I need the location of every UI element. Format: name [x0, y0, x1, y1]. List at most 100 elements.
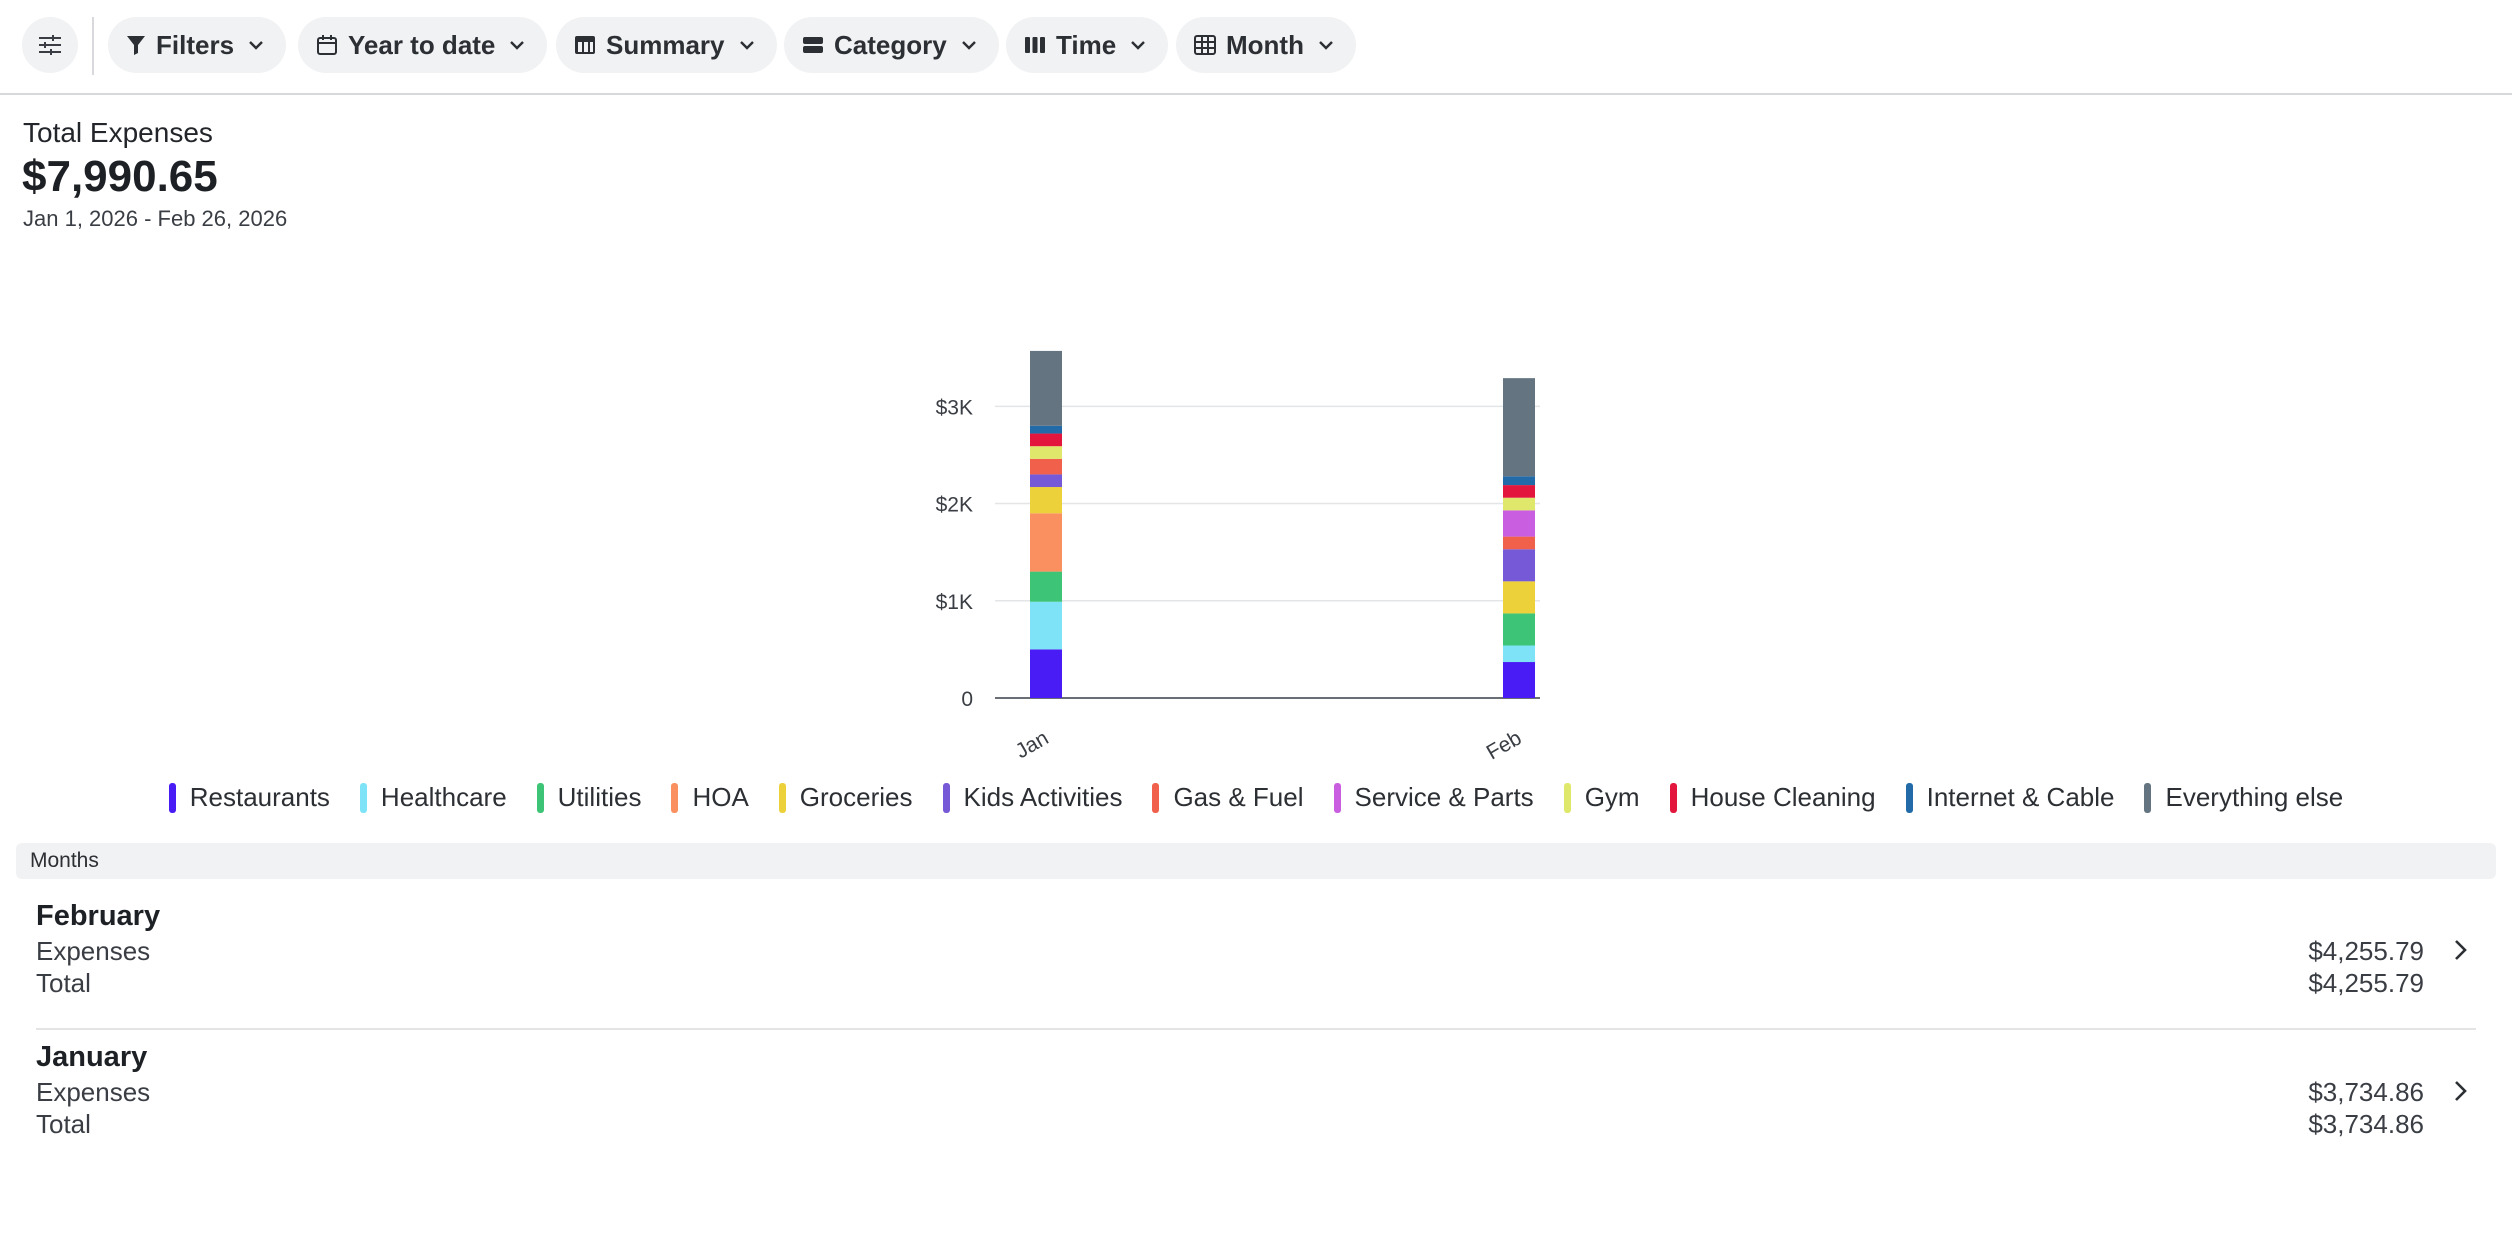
bar-segment-utilities[interactable] [1503, 613, 1535, 646]
legend-item[interactable]: HOA [671, 782, 749, 813]
chevron-down-icon [510, 41, 525, 50]
bar-segment-everything-else[interactable] [1030, 350, 1062, 426]
interval-button[interactable]: Month [1176, 17, 1356, 73]
legend-label: Utilities [557, 782, 642, 812]
chevron-right-icon[interactable] [2452, 938, 2468, 962]
legend-swatch [671, 782, 679, 813]
legend-label: Groceries [799, 782, 913, 812]
filters-button[interactable]: Filters [108, 17, 287, 73]
legend-item[interactable]: House Cleaning [1669, 782, 1876, 813]
y-tick-label: 0 [961, 688, 973, 711]
bar-segment-internet-cable[interactable] [1503, 476, 1535, 486]
report-toolbar: Filters Year to date Summary Category Ti… [0, 0, 2512, 95]
legend-swatch [536, 782, 544, 813]
month-row-february[interactable]: February Expenses Total $4,255.79 $4,255… [36, 900, 2476, 1030]
legend-label: House Cleaning [1690, 782, 1876, 812]
expenses-label: Expenses [36, 1077, 151, 1107]
legend-swatch [168, 782, 176, 813]
legend-swatch [1563, 782, 1571, 813]
month-name: January [36, 1041, 148, 1073]
bar-segment-restaurants[interactable] [1503, 662, 1535, 698]
total-value: $4,255.79 [2308, 968, 2424, 998]
settings-button[interactable] [22, 17, 78, 73]
bar-segment-gas-fuel[interactable] [1503, 536, 1535, 550]
legend-item[interactable]: Restaurants [168, 782, 330, 813]
chart-bars [1030, 350, 1535, 698]
legend-item[interactable]: Internet & Cable [1905, 782, 2115, 813]
legend-item[interactable]: Utilities [536, 782, 642, 813]
legend-label: Gas & Fuel [1173, 782, 1304, 812]
y-tick-label: $3K [936, 396, 973, 419]
months-table-header: Months [16, 843, 2496, 879]
total-label: Total [36, 968, 91, 998]
bar-segment-utilities[interactable] [1030, 571, 1062, 602]
legend-item[interactable]: Gym [1563, 782, 1640, 813]
legend-label: Restaurants [189, 782, 330, 812]
legend-swatch [1333, 782, 1341, 813]
chart-legend: Restaurants Healthcare Utilities HOA Groceri… [0, 782, 2512, 813]
bar-segment-service-parts[interactable] [1503, 510, 1535, 537]
summary-date-range: Jan 1, 2026 - Feb 26, 2026 [23, 206, 288, 231]
bar-segment-everything-else[interactable] [1503, 378, 1535, 477]
rows-icon [803, 37, 823, 53]
summary-title: Total Expenses [23, 117, 213, 148]
legend-item[interactable]: Gas & Fuel [1152, 782, 1304, 813]
y-tick-label: $1K [936, 591, 973, 614]
legend-label: Healthcare [380, 782, 507, 812]
legend-swatch [778, 782, 786, 813]
expenses-label: Expenses [36, 936, 151, 966]
chevron-down-icon [1319, 41, 1333, 50]
group-by-button[interactable]: Category [784, 17, 999, 73]
bar-segment-groceries[interactable] [1030, 487, 1062, 514]
bar-segment-groceries[interactable] [1503, 581, 1535, 614]
legend-swatch [2144, 782, 2152, 813]
bar-segment-house-cleaning[interactable] [1503, 485, 1535, 498]
legend-item[interactable]: Service & Parts [1333, 782, 1534, 813]
columns-icon [1025, 37, 1045, 53]
axis-button[interactable]: Time [1006, 17, 1169, 73]
legend-swatch [942, 782, 950, 813]
view-type-label: Summary [606, 29, 725, 60]
bar-segment-kids-activities[interactable] [1503, 549, 1535, 582]
bar-segment-gym[interactable] [1503, 497, 1535, 511]
date-range-label: Year to date [348, 29, 496, 60]
legend-label: Internet & Cable [1926, 782, 2115, 812]
legend-item[interactable]: Groceries [778, 782, 913, 813]
legend-item[interactable]: Healthcare [359, 782, 507, 813]
bar-segment-internet-cable[interactable] [1030, 425, 1062, 434]
bar-segment-kids-activities[interactable] [1030, 474, 1062, 488]
bar-segment-house-cleaning[interactable] [1030, 433, 1062, 447]
interval-label: Month [1226, 29, 1304, 60]
date-range-button[interactable]: Year to date [298, 17, 548, 73]
summary-amount: $7,990.65 [22, 152, 218, 201]
chart-gridlines [995, 405, 1540, 699]
filter-icon [127, 36, 145, 55]
total-label: Total [36, 1109, 91, 1139]
bar-segment-gas-fuel[interactable] [1030, 458, 1062, 475]
bar-segment-gym[interactable] [1030, 446, 1062, 459]
legend-label: Everything else [2165, 782, 2344, 812]
bar-segment-restaurants[interactable] [1030, 649, 1062, 698]
bar-segment-healthcare[interactable] [1503, 645, 1535, 663]
legend-label: Gym [1584, 782, 1640, 812]
expenses-value: $4,255.79 [2308, 936, 2424, 966]
expenses-value: $3,734.86 [2308, 1077, 2424, 1107]
x-tick-label: Feb [1483, 726, 1526, 764]
legend-label: HOA [692, 782, 749, 812]
x-tick-label: Jan [1012, 726, 1053, 763]
month-name: February [36, 900, 161, 932]
sliders-icon [39, 35, 61, 55]
bar-segment-hoa[interactable] [1030, 513, 1062, 572]
grid-icon [1194, 35, 1216, 55]
group-by-label: Category [834, 29, 947, 60]
toolbar-divider [92, 17, 94, 75]
chevron-down-icon [739, 41, 754, 50]
legend-item[interactable]: Kids Activities [942, 782, 1122, 813]
view-type-button[interactable]: Summary [556, 17, 777, 73]
month-row-january[interactable]: January Expenses Total $3,734.86 $3,734.… [36, 1041, 2476, 1171]
chart-y-ticks: 0 $1K $2K $3K [936, 396, 973, 711]
chevron-right-icon[interactable] [2452, 1079, 2468, 1103]
legend-item[interactable]: Everything else [2144, 782, 2343, 813]
bar-segment-healthcare[interactable] [1030, 601, 1062, 650]
axis-label: Time [1056, 29, 1117, 60]
